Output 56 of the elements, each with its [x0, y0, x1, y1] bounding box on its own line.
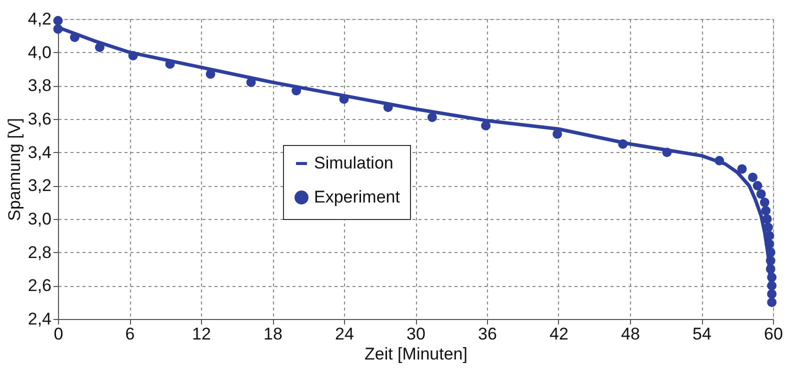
- y-tick-label: 2,6: [28, 276, 52, 296]
- point: [756, 189, 766, 199]
- y-tick-label: 3,0: [28, 210, 52, 228]
- point: [165, 59, 175, 69]
- point: [767, 280, 777, 290]
- point: [662, 148, 672, 158]
- point: [767, 298, 777, 308]
- point: [760, 198, 770, 208]
- point: [767, 289, 777, 299]
- point: [94, 42, 104, 52]
- legend-label: Experiment: [314, 188, 400, 206]
- y-axis-title: Spannung [V]: [4, 118, 24, 222]
- point: [53, 24, 63, 34]
- y-tick-label: 4,2: [28, 10, 52, 28]
- point: [766, 256, 776, 266]
- point: [766, 264, 776, 274]
- x-tick-label: 24: [335, 324, 354, 344]
- point: [206, 69, 216, 79]
- x-tick-label: 0: [54, 324, 64, 344]
- point: [737, 164, 747, 174]
- x-tick-label: 6: [125, 324, 135, 344]
- point: [427, 112, 437, 122]
- point: [53, 16, 63, 26]
- point: [752, 180, 762, 190]
- y-tick-label: 4,0: [28, 42, 52, 62]
- y-tick-label: 2,8: [28, 242, 52, 262]
- x-tick-label: 54: [692, 324, 712, 344]
- x-axis-title: Zeit [Minuten]: [364, 344, 468, 364]
- x-tick-label: 30: [406, 324, 426, 344]
- point: [762, 214, 772, 224]
- point: [128, 50, 138, 60]
- legend-label: Simulation: [314, 154, 394, 172]
- point: [764, 239, 774, 249]
- y-tick-label: 3,4: [28, 142, 52, 162]
- x-tick-label: 42: [550, 324, 568, 344]
- point: [748, 172, 758, 182]
- y-tick-label: 2,4: [28, 310, 52, 328]
- y-tick-label: 3,8: [28, 76, 52, 96]
- x-tick-label: 18: [264, 324, 282, 344]
- x-tick-label: 60: [764, 324, 783, 344]
- point: [618, 139, 628, 149]
- x-tick-label: 12: [192, 324, 211, 344]
- point: [767, 272, 777, 282]
- y-tick-label: 3,2: [28, 176, 52, 196]
- point: [552, 129, 562, 139]
- point: [766, 248, 776, 258]
- point: [70, 32, 80, 42]
- point: [481, 120, 491, 130]
- y-tick-label: 3,6: [28, 110, 52, 128]
- point: [246, 78, 256, 88]
- point: [714, 156, 724, 166]
- x-tick-label: 48: [621, 324, 640, 344]
- x-tick-label: 36: [478, 324, 497, 344]
- point: [763, 222, 773, 232]
- point: [764, 230, 774, 240]
- point: [761, 206, 771, 216]
